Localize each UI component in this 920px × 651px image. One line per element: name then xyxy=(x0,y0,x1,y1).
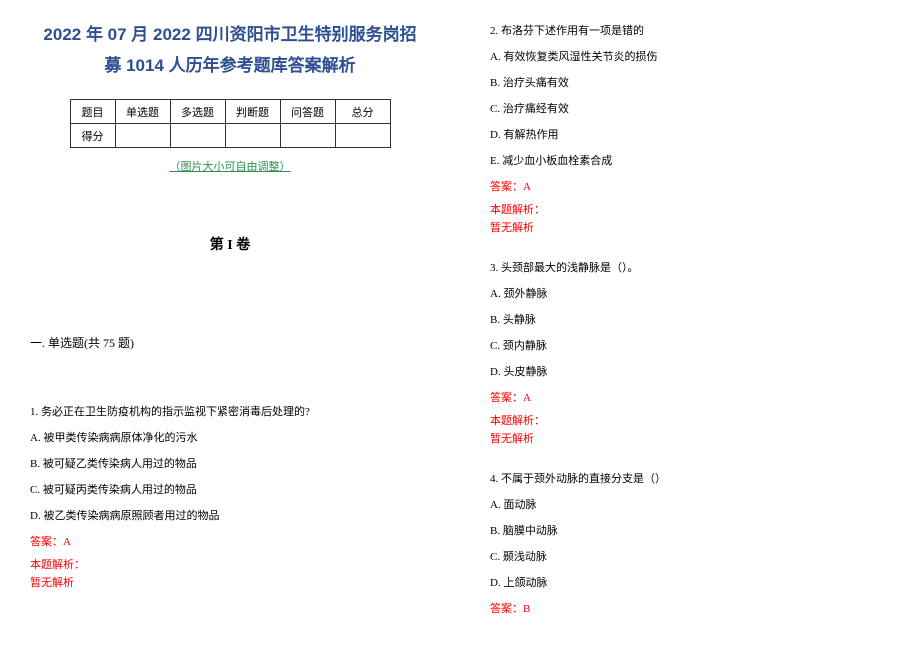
analysis-label: 本题解析： xyxy=(490,202,890,220)
question-text: 1. 务必正在卫生防疫机构的指示监视下紧密消毒后处理的? xyxy=(30,401,430,423)
table-cell xyxy=(335,124,390,148)
option-c: C. 颞浅动脉 xyxy=(490,546,890,568)
title-line-2: 募 1014 人历年参考题库答案解析 xyxy=(30,51,430,82)
volume-title: 第 I 卷 xyxy=(30,234,430,254)
option-c: C. 颈内静脉 xyxy=(490,335,890,357)
table-row: 得分 xyxy=(70,124,390,148)
option-e: E. 减少血小板血栓素合成 xyxy=(490,150,890,172)
option-b: B. 脑膜中动脉 xyxy=(490,520,890,542)
option-d: D. 被乙类传染病病原照顾者用过的物品 xyxy=(30,505,430,527)
option-d: D. 有解热作用 xyxy=(490,124,890,146)
left-column: 2022 年 07 月 2022 四川资阳市卫生特别服务岗招 募 1014 人历… xyxy=(0,0,460,651)
option-d: D. 头皮静脉 xyxy=(490,361,890,383)
answer-text: 答案：A xyxy=(30,531,430,553)
question-text: 2. 布洛芬下述作用有一项是错的 xyxy=(490,20,890,42)
table-cell: 得分 xyxy=(70,124,115,148)
option-c: C. 治疗痛经有效 xyxy=(490,98,890,120)
page-container: 2022 年 07 月 2022 四川资阳市卫生特别服务岗招 募 1014 人历… xyxy=(0,0,920,651)
table-cell xyxy=(170,124,225,148)
analysis-label: 本题解析： xyxy=(490,413,890,431)
score-table: 题目 单选题 多选题 判断题 问答题 总分 得分 xyxy=(70,99,391,148)
table-cell: 题目 xyxy=(70,100,115,124)
question-4: 4. 不属于颈外动脉的直接分支是（） A. 面动脉 B. 脑膜中动脉 C. 颞浅… xyxy=(490,468,890,620)
question-text: 3. 头颈部最大的浅静脉是（）。 xyxy=(490,257,890,279)
title-line-1: 2022 年 07 月 2022 四川资阳市卫生特别服务岗招 xyxy=(30,20,430,51)
table-cell xyxy=(115,124,170,148)
analysis-text: 暂无解析 xyxy=(30,575,430,593)
right-column: 2. 布洛芬下述作用有一项是错的 A. 有效恢复类风湿性关节炎的损伤 B. 治疗… xyxy=(460,0,920,651)
option-b: B. 治疗头痛有效 xyxy=(490,72,890,94)
table-cell xyxy=(225,124,280,148)
option-a: A. 面动脉 xyxy=(490,494,890,516)
analysis-text: 暂无解析 xyxy=(490,220,890,238)
table-cell: 总分 xyxy=(335,100,390,124)
table-cell: 多选题 xyxy=(170,100,225,124)
table-cell xyxy=(280,124,335,148)
question-2: 2. 布洛芬下述作用有一项是错的 A. 有效恢复类风湿性关节炎的损伤 B. 治疗… xyxy=(490,20,890,237)
table-cell: 判断题 xyxy=(225,100,280,124)
analysis-label: 本题解析： xyxy=(30,557,430,575)
option-d: D. 上颌动脉 xyxy=(490,572,890,594)
table-row: 题目 单选题 多选题 判断题 问答题 总分 xyxy=(70,100,390,124)
option-a: A. 被甲类传染病病原体净化的污水 xyxy=(30,427,430,449)
question-3: 3. 头颈部最大的浅静脉是（）。 A. 颈外静脉 B. 头静脉 C. 颈内静脉 … xyxy=(490,257,890,448)
option-c: C. 被可疑丙类传染病人用过的物品 xyxy=(30,479,430,501)
adjust-note: （图片大小可自由调整） xyxy=(30,158,430,174)
answer-text: 答案：A xyxy=(490,176,890,198)
table-cell: 问答题 xyxy=(280,100,335,124)
section-title: 一. 单选题(共 75 题) xyxy=(30,334,430,351)
analysis-text: 暂无解析 xyxy=(490,431,890,449)
answer-text: 答案：A xyxy=(490,387,890,409)
table-cell: 单选题 xyxy=(115,100,170,124)
option-a: A. 有效恢复类风湿性关节炎的损伤 xyxy=(490,46,890,68)
answer-text: 答案：B xyxy=(490,598,890,620)
option-b: B. 头静脉 xyxy=(490,309,890,331)
question-1: 1. 务必正在卫生防疫机构的指示监视下紧密消毒后处理的? A. 被甲类传染病病原… xyxy=(30,401,430,592)
option-b: B. 被可疑乙类传染病人用过的物品 xyxy=(30,453,430,475)
document-title: 2022 年 07 月 2022 四川资阳市卫生特别服务岗招 募 1014 人历… xyxy=(30,20,430,81)
option-a: A. 颈外静脉 xyxy=(490,283,890,305)
question-text: 4. 不属于颈外动脉的直接分支是（） xyxy=(490,468,890,490)
